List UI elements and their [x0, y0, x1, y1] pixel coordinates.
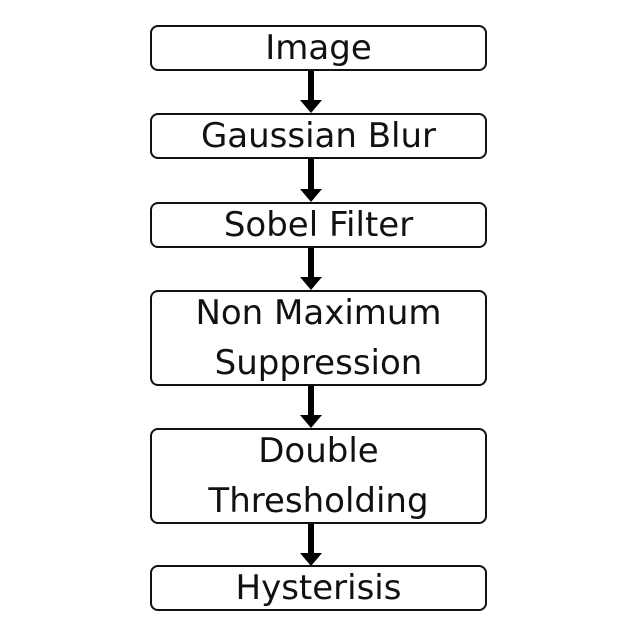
step-image-box: Image — [150, 25, 487, 71]
step-non-maximum-suppression-label-line-2: Suppression — [214, 343, 423, 383]
step-double-thresholding-label-line-2: Thresholding — [208, 481, 429, 521]
step-double-thresholding-box: Double Thresholding — [150, 428, 487, 524]
step-hysterisis-label: Hysterisis — [235, 568, 402, 608]
step-gaussian-blur-box: Gaussian Blur — [150, 113, 487, 159]
step-non-maximum-suppression-label-line-1: Non Maximum — [195, 293, 442, 333]
step-sobel-filter-label: Sobel Filter — [223, 205, 414, 245]
step-sobel-filter-box: Sobel Filter — [150, 202, 487, 248]
step-non-maximum-suppression-box: Non Maximum Suppression — [150, 290, 487, 386]
step-double-thresholding-label-line-1: Double — [258, 431, 379, 471]
step-hysterisis-box: Hysterisis — [150, 565, 487, 611]
step-gaussian-blur-label: Gaussian Blur — [200, 116, 437, 156]
step-image-label: Image — [265, 28, 372, 68]
